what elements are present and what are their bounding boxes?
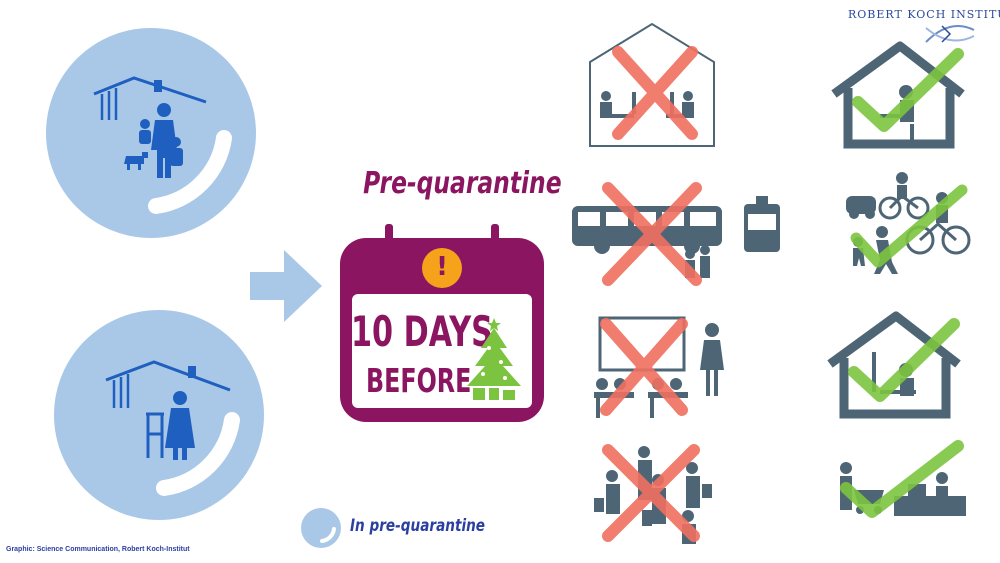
arrow-right-icon (250, 250, 322, 322)
alert-icon: ! (436, 252, 448, 282)
rki-logo-icon (925, 25, 975, 43)
legend-circle-icon (301, 508, 341, 548)
organization-logo-text: ROBERT KOCH INSTITUT (848, 8, 1000, 21)
cycling-walking-icon (846, 172, 971, 274)
legend-label: In pre-quarantine (350, 516, 486, 536)
graphic-credit: Graphic: Science Communication, Robert K… (6, 546, 190, 553)
grocery-delivery-icon (840, 440, 966, 518)
classroom-icon (594, 316, 724, 418)
home-office-icon (831, 41, 965, 149)
office-work-icon (589, 22, 715, 147)
calendar-before-text: BEFORE (366, 361, 472, 400)
household-circle-top (46, 28, 256, 238)
family-home-icon (93, 76, 207, 178)
christmas-tree-icon (467, 318, 521, 400)
shopping-crowd-icon (594, 444, 712, 544)
public-transport-icon (572, 182, 780, 286)
pre-quarantine-title: Pre-quarantine (363, 166, 562, 201)
calendar-days-text: 10 DAYS (351, 307, 493, 356)
household-circle-bottom (54, 310, 264, 520)
elderly-home-icon (105, 360, 231, 460)
home-schooling-icon (827, 311, 961, 419)
